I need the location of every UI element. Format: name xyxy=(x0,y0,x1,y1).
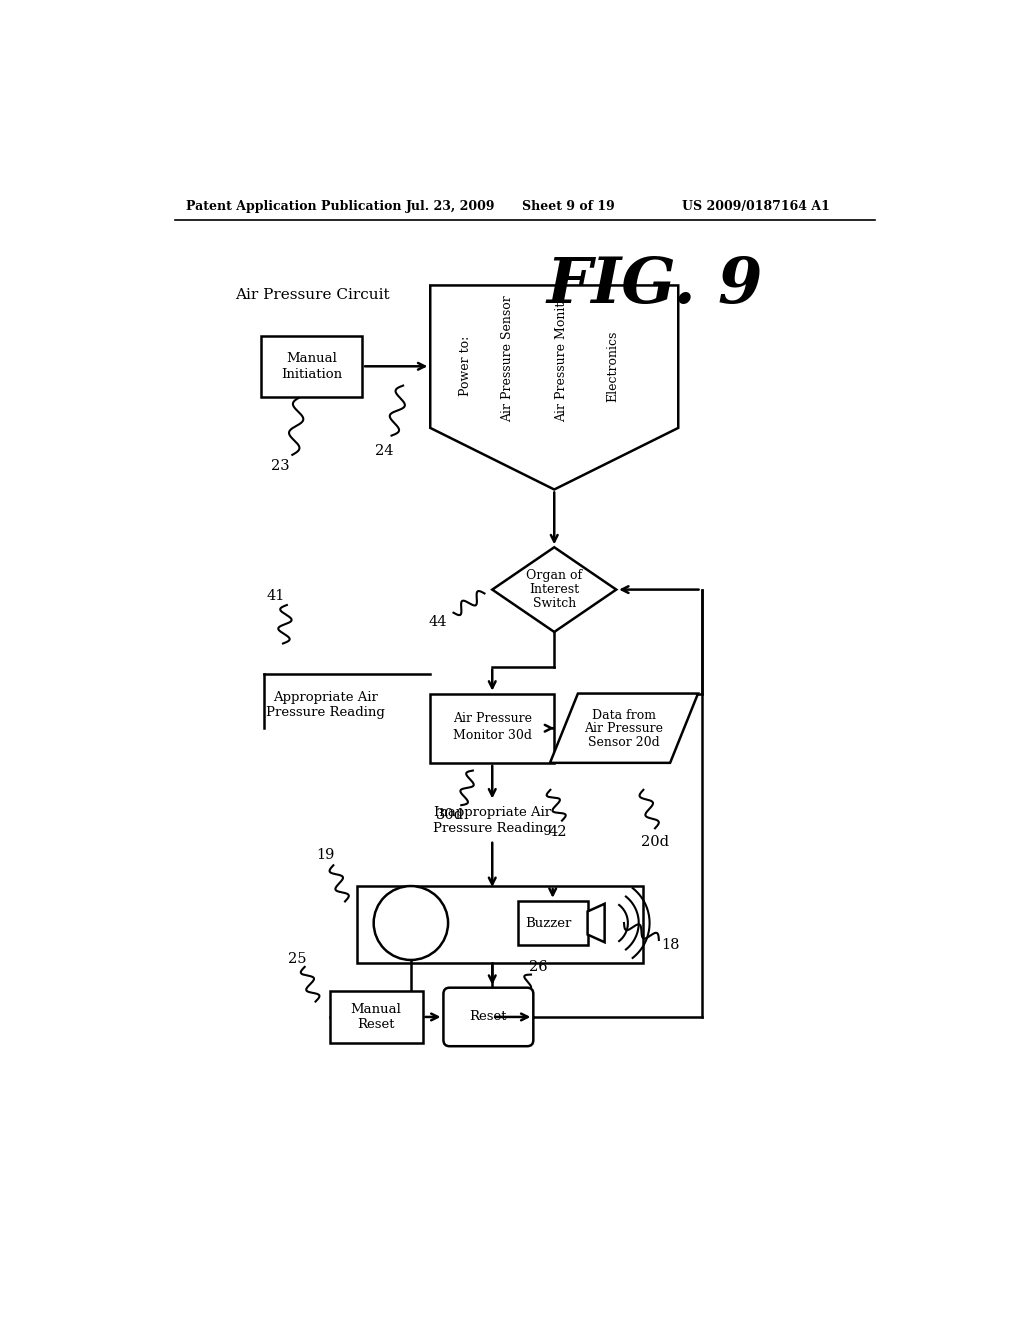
Text: Pressure Reading: Pressure Reading xyxy=(433,822,552,834)
Text: 20d: 20d xyxy=(641,836,669,849)
Text: Air Pressure Circuit: Air Pressure Circuit xyxy=(236,289,390,302)
Text: Appropriate Air: Appropriate Air xyxy=(273,690,378,704)
Text: Electronics: Electronics xyxy=(606,330,618,403)
Polygon shape xyxy=(550,693,698,763)
Text: Manual: Manual xyxy=(350,1003,401,1016)
Text: Air Pressure: Air Pressure xyxy=(453,713,531,726)
Text: Air Pressure: Air Pressure xyxy=(585,722,664,735)
FancyBboxPatch shape xyxy=(356,886,643,964)
Text: Data from: Data from xyxy=(592,709,656,722)
Text: Jul. 23, 2009: Jul. 23, 2009 xyxy=(406,199,495,213)
FancyBboxPatch shape xyxy=(430,693,554,763)
FancyBboxPatch shape xyxy=(518,900,588,945)
Text: 26: 26 xyxy=(529,960,548,974)
Text: FIG. 9: FIG. 9 xyxy=(547,255,763,317)
Text: US 2009/0187164 A1: US 2009/0187164 A1 xyxy=(682,199,830,213)
Text: Organ of: Organ of xyxy=(526,569,583,582)
Text: Pressure Reading: Pressure Reading xyxy=(266,706,385,719)
Text: 42: 42 xyxy=(549,825,567,840)
Circle shape xyxy=(374,886,449,960)
Polygon shape xyxy=(493,548,616,632)
Text: Air Pressure Monitor: Air Pressure Monitor xyxy=(555,288,568,421)
Text: Sheet 9 of 19: Sheet 9 of 19 xyxy=(521,199,614,213)
Text: 25: 25 xyxy=(288,952,306,966)
Text: Manual: Manual xyxy=(287,352,337,366)
Text: Monitor 30d: Monitor 30d xyxy=(453,730,531,742)
Text: Sensor 20d: Sensor 20d xyxy=(588,735,659,748)
Polygon shape xyxy=(588,904,604,942)
Text: 24: 24 xyxy=(375,444,393,458)
Text: 30d: 30d xyxy=(435,808,464,822)
Text: Switch: Switch xyxy=(532,597,575,610)
Text: Light: Light xyxy=(393,924,428,937)
Text: Air Pressure Sensor: Air Pressure Sensor xyxy=(502,296,514,422)
Text: Red: Red xyxy=(397,911,424,924)
FancyBboxPatch shape xyxy=(261,335,362,397)
FancyBboxPatch shape xyxy=(330,991,423,1043)
Text: 19: 19 xyxy=(316,849,335,862)
FancyBboxPatch shape xyxy=(443,987,534,1047)
Text: 44: 44 xyxy=(429,615,447,628)
Text: Initiation: Initiation xyxy=(282,367,342,380)
Polygon shape xyxy=(430,285,678,490)
Text: 23: 23 xyxy=(271,459,290,474)
Text: Reset: Reset xyxy=(357,1018,394,1031)
Text: 18: 18 xyxy=(662,939,680,952)
Text: Patent Application Publication: Patent Application Publication xyxy=(186,199,401,213)
Text: Interest: Interest xyxy=(529,583,580,597)
Text: Inappropriate Air: Inappropriate Air xyxy=(434,807,551,820)
Text: 41: 41 xyxy=(266,589,285,603)
Text: Power to:: Power to: xyxy=(459,337,472,396)
Text: Buzzer: Buzzer xyxy=(525,916,572,929)
Text: Reset: Reset xyxy=(470,1010,507,1023)
